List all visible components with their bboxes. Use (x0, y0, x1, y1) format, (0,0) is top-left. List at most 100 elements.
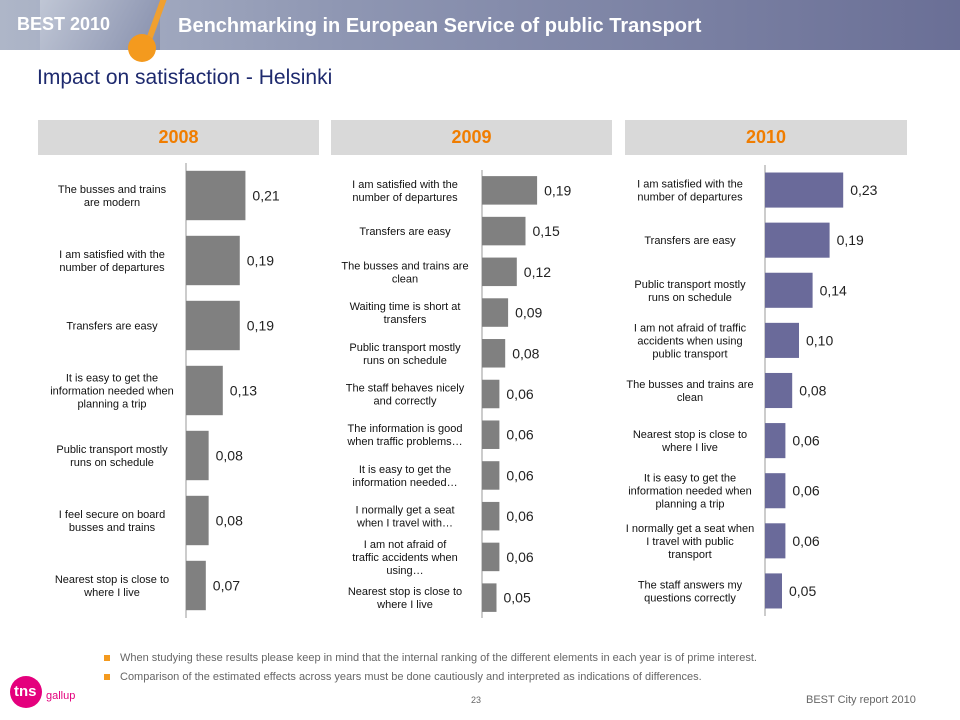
bar (482, 257, 517, 287)
category-label: Nearest stop is close to where I live (633, 429, 747, 454)
data-label: 0,06 (792, 433, 819, 449)
category-label: The information is good when traffic prob… (346, 423, 462, 448)
footnote-text: When studying these results please keep … (120, 652, 757, 664)
category-label: It is easy to get the information needed… (352, 464, 457, 489)
category-label: Public transport mostly runs on schedule (349, 342, 461, 367)
year-header-2009: 2009 (331, 120, 612, 155)
category-label: I normally get a seat when I travel with … (626, 523, 754, 561)
category-label: Waiting time is short at transfers (350, 301, 461, 326)
bar (765, 372, 793, 409)
bar (186, 235, 240, 286)
bar (482, 216, 526, 246)
data-label: 0,08 (216, 448, 243, 464)
data-label: 0,06 (506, 508, 533, 524)
year-header-2008: 2008 (38, 120, 319, 155)
data-label: 0,09 (515, 305, 542, 321)
category-label: The staff answers my questions correctly (638, 579, 743, 604)
bar (186, 170, 246, 221)
bar (765, 172, 844, 208)
category-label: The staff behaves nicely and correctly (346, 383, 465, 408)
data-label: 0,07 (213, 578, 240, 594)
bar (482, 583, 497, 612)
data-label: 0,06 (792, 483, 819, 499)
bar (482, 501, 500, 531)
category-label: Public transport mostly runs on schedule (56, 444, 168, 469)
category-label: I am satisfied with the number of departu… (352, 179, 458, 204)
bar (186, 495, 209, 546)
data-label: 0,05 (504, 590, 531, 606)
category-label: The busses and trains are clean (626, 379, 753, 404)
logo-disc (10, 676, 42, 708)
category-label: Transfers are easy (359, 226, 451, 238)
bar (186, 300, 240, 351)
page-title: Impact on satisfaction - Helsinki (37, 66, 333, 89)
data-label: 0,08 (216, 513, 243, 529)
page-number: 23 (471, 695, 482, 705)
data-label: 0,06 (506, 549, 533, 565)
data-label: 0,06 (506, 467, 533, 483)
category-label: Transfers are easy (644, 235, 736, 247)
category-label: I normally get a seat when I travel with… (355, 505, 454, 530)
data-label: 0,13 (230, 383, 257, 399)
bar (186, 560, 206, 611)
category-label: I am not afraid of traffic accidents when… (634, 322, 747, 360)
data-label: 0,23 (850, 182, 877, 198)
footnotes: When studying these results please keep … (104, 652, 924, 690)
footnote: Comparison of the estimated effects acro… (104, 671, 924, 683)
data-label: 0,06 (506, 427, 533, 443)
best-label: BEST 2010 (17, 14, 111, 34)
data-label: 0,06 (506, 386, 533, 402)
data-label: 0,19 (247, 318, 274, 334)
category-label: I am satisfied with the number of departu… (637, 179, 743, 204)
bar (482, 339, 506, 368)
data-label: 0,14 (820, 282, 847, 298)
category-label: I am not afraid of traffic accidents when… (352, 539, 458, 577)
category-label: I feel secure on board busses and trains (59, 509, 165, 534)
category-label: The busses and trains are modern (58, 184, 167, 209)
bar (765, 473, 786, 509)
data-label: 0,05 (789, 583, 816, 599)
data-label: 0,19 (544, 182, 571, 198)
bar (186, 365, 223, 416)
footnote: When studying these results please keep … (104, 652, 924, 664)
header-banner: BEST 2010 Benchmarking in European Servi… (0, 0, 960, 50)
bar (482, 420, 500, 449)
data-label: 0,15 (533, 223, 560, 239)
data-label: 0,19 (837, 232, 864, 248)
bar (482, 379, 500, 409)
bar (765, 222, 830, 258)
data-label: 0,10 (806, 332, 833, 348)
data-label: 0,08 (512, 345, 539, 361)
year-header-2010: 2010 (625, 120, 907, 155)
header-title: Benchmarking in European Service of publ… (178, 15, 702, 37)
category-label: It is easy to get the information needed … (50, 373, 174, 411)
category-label: It is easy to get the information needed … (628, 473, 752, 511)
data-label: 0,12 (524, 264, 551, 280)
bullet-icon (104, 655, 110, 661)
category-label: The busses and trains are clean (341, 260, 468, 285)
category-label: Nearest stop is close to where I live (348, 586, 462, 611)
bar (482, 298, 509, 327)
data-label: 0,08 (799, 383, 826, 399)
bar (186, 430, 209, 481)
bar (482, 542, 500, 572)
category-label: I am satisfied with the number of departu… (59, 249, 165, 274)
orange-dot-decoration (128, 34, 156, 62)
footnote-text: Comparison of the estimated effects acro… (120, 671, 702, 683)
logo-gallup-text: gallup (46, 690, 76, 702)
bar (482, 176, 538, 205)
bar (765, 423, 786, 459)
bar (765, 573, 782, 609)
bar (765, 272, 813, 308)
bar (482, 461, 500, 490)
tns-gallup-logo: tns gallup (10, 676, 92, 712)
category-label: Public transport mostly runs on schedule (634, 279, 746, 304)
data-label: 0,19 (247, 253, 274, 269)
logo-tns-text: tns (14, 683, 37, 700)
category-label: Nearest stop is close to where I live (55, 574, 169, 599)
report-label: BEST City report 2010 (806, 694, 916, 706)
data-label: 0,06 (792, 533, 819, 549)
data-label: 0,21 (252, 188, 279, 204)
bar (765, 523, 786, 559)
